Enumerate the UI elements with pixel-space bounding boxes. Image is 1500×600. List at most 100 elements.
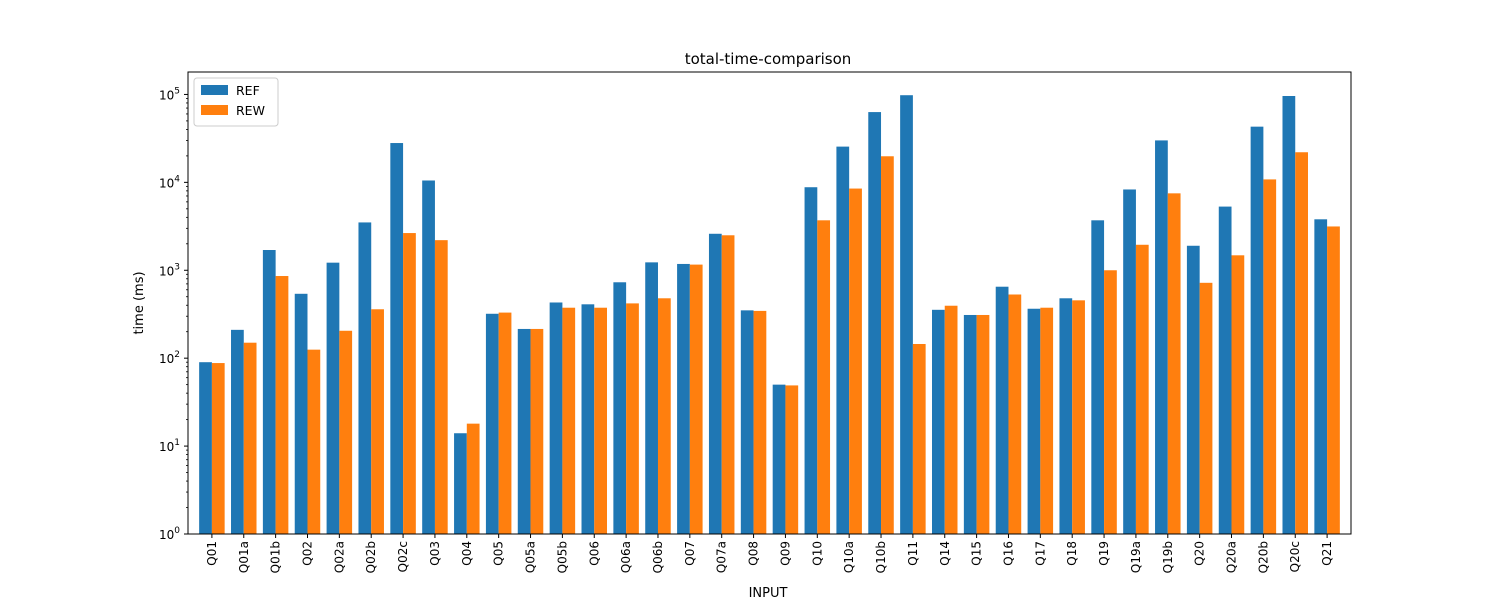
x-tick-label: Q03 xyxy=(428,541,442,566)
x-tick-label: Q02a xyxy=(332,541,346,573)
x-tick-label: Q05b xyxy=(555,541,569,573)
bar-rew-q10 xyxy=(817,220,831,534)
bar-rew-q21 xyxy=(1327,226,1340,534)
bar-ref-q04 xyxy=(454,433,467,534)
x-tick-label: Q07a xyxy=(715,541,729,573)
x-tick-label: Q11 xyxy=(906,541,920,566)
x-tick-label: Q05 xyxy=(492,541,506,566)
bar-rew-q20b xyxy=(1263,179,1277,534)
legend-label-rew: REW xyxy=(236,103,265,118)
bar-ref-q09 xyxy=(772,384,786,534)
bar-rew-q06a xyxy=(626,303,639,534)
bar-rew-q11 xyxy=(912,343,926,534)
chart-title: total-time-comparison xyxy=(685,50,852,68)
x-tick-label: Q10b xyxy=(874,541,888,573)
bar-ref-q20b xyxy=(1250,126,1264,534)
x-tick-label: Q02b xyxy=(364,541,378,573)
bar-ref-q08 xyxy=(740,310,754,534)
legend[interactable]: REF REW xyxy=(193,77,279,127)
bar-rew-q04 xyxy=(466,423,480,534)
bar-rew-q15 xyxy=(976,314,990,534)
x-tick-label: Q06b xyxy=(651,541,665,573)
bar-rew-q10a xyxy=(849,188,862,534)
y-axis-label: time (ms) xyxy=(132,271,147,334)
bar-rew-q01b xyxy=(275,276,289,534)
bar-ref-q17 xyxy=(1027,308,1041,534)
bar-ref-q06 xyxy=(581,304,595,534)
bar-ref-q02 xyxy=(294,293,308,534)
bar-rew-q18 xyxy=(1072,300,1085,534)
bar-ref-q10b xyxy=(868,112,882,534)
bar-rew-q02a xyxy=(339,330,353,534)
bar-ref-q10 xyxy=(804,187,818,535)
bar-rew-q05a xyxy=(530,328,544,534)
bar-ref-q19b xyxy=(1155,140,1168,534)
bar-ref-q18 xyxy=(1059,298,1073,534)
bar-ref-q16 xyxy=(995,286,1009,534)
bar-rew-q05 xyxy=(498,312,512,534)
x-tick-label: Q20 xyxy=(1193,541,1207,566)
x-tick-label: Q06 xyxy=(587,541,601,566)
legend-label-ref: REF xyxy=(236,83,260,98)
bar-ref-q01b xyxy=(262,250,276,534)
x-tick-label: Q17 xyxy=(1033,541,1047,566)
bar-rew-q14 xyxy=(944,305,958,534)
bar-ref-q19 xyxy=(1091,220,1105,534)
x-tick-label: Q01b xyxy=(269,541,283,573)
y-tick-label: 104 xyxy=(159,174,180,190)
bar-rew-q07a xyxy=(721,235,735,534)
bar-ref-q05a xyxy=(517,328,531,534)
x-tick-label: Q07 xyxy=(683,541,697,566)
bar-rew-q03 xyxy=(434,240,448,534)
bar-ref-q06a xyxy=(613,282,627,534)
x-tick-label: Q08 xyxy=(747,541,761,566)
plot-frame xyxy=(187,71,1352,535)
x-tick-label: Q09 xyxy=(778,541,792,566)
bar-ref-q06b xyxy=(645,262,658,534)
bar-ref-q07a xyxy=(708,233,722,534)
bar-rew-q02b xyxy=(371,309,384,534)
y-tick-label: 102 xyxy=(159,350,180,366)
x-tick-label: Q10 xyxy=(810,541,824,566)
bar-ref-q03 xyxy=(422,180,435,535)
x-tick-label: Q06a xyxy=(619,541,633,573)
bar-ref-q15 xyxy=(963,314,977,534)
bar-ref-q01a xyxy=(231,329,244,534)
bar-ref-q05b xyxy=(549,302,563,534)
bar-rew-q02 xyxy=(307,349,321,534)
x-tick-label: Q16 xyxy=(1001,541,1015,566)
bar-rew-q01 xyxy=(211,363,225,534)
legend-swatch-ref xyxy=(201,85,228,95)
bar-rew-q09 xyxy=(785,385,799,534)
bar-ref-q05 xyxy=(485,313,499,534)
x-axis-label: INPUT xyxy=(749,586,788,600)
bar-rew-q17 xyxy=(1040,307,1054,534)
x-tick-label: Q18 xyxy=(1065,541,1079,566)
y-tick-label: 103 xyxy=(159,262,180,278)
bar-ref-q07 xyxy=(677,263,690,534)
x-tick-label: Q21 xyxy=(1320,541,1334,566)
bar-rew-q20a xyxy=(1231,255,1245,535)
bar-rew-q19a xyxy=(1135,244,1149,534)
bar-rew-q19b xyxy=(1167,193,1181,534)
bar-rew-q20c xyxy=(1295,152,1308,534)
x-tick-label: Q19a xyxy=(1129,541,1143,573)
x-tick-label: Q04 xyxy=(460,541,474,566)
bar-ref-q20c xyxy=(1282,96,1296,534)
x-tick-label: Q19 xyxy=(1097,541,1111,566)
bar-ref-q10a xyxy=(836,146,850,535)
bar-rew-q05b xyxy=(562,307,576,534)
x-tick-label: Q02c xyxy=(396,541,410,572)
x-tick-label: Q01a xyxy=(237,541,251,573)
bar-ref-q02c xyxy=(390,143,404,535)
bar-ref-q01 xyxy=(199,362,212,534)
bar-ref-q21 xyxy=(1314,219,1328,535)
bar-ref-q14 xyxy=(932,309,945,534)
y-tick-label: 100 xyxy=(159,526,180,542)
bar-ref-q02b xyxy=(358,222,372,534)
bar-rew-q20 xyxy=(1199,282,1213,534)
x-tick-label: Q05a xyxy=(524,541,538,573)
bar-ref-q19a xyxy=(1123,189,1136,534)
x-tick-label: Q20c xyxy=(1288,541,1302,572)
